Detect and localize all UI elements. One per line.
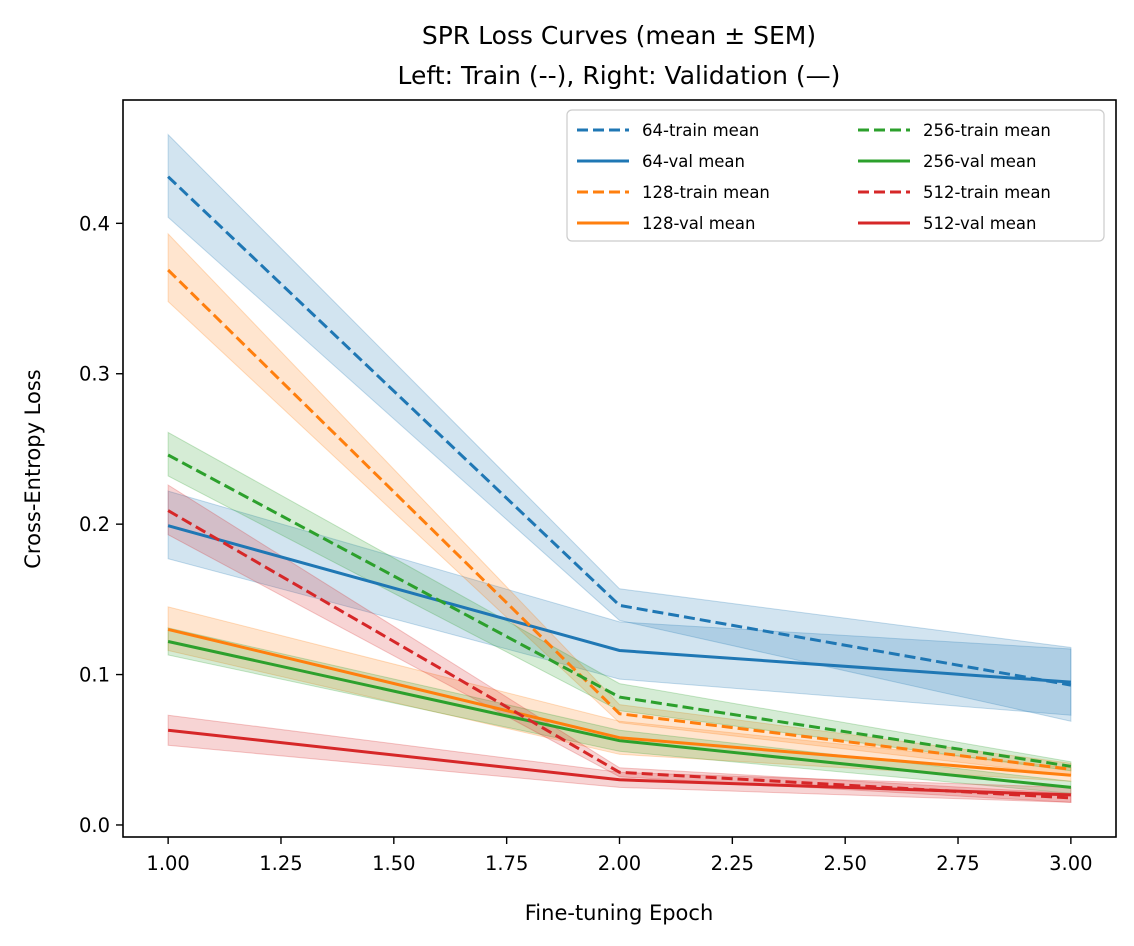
y-axis-label: Cross-Entropy Loss: [21, 369, 45, 568]
128-train-mean-line: [167, 268, 1072, 771]
legend-box: [566, 109, 1105, 242]
x-tick-label: 1.25: [259, 852, 302, 875]
legend-entry: 128-val mean: [642, 214, 756, 233]
x-tick-label: 2.00: [598, 852, 641, 875]
series-lines: [167, 175, 1072, 800]
y-tick-label: 0.0: [79, 814, 110, 837]
512-val-mean-line: [167, 728, 1071, 797]
x-tick-label: 2.50: [823, 852, 866, 875]
chart-subtitle: Left: Train (--), Right: Validation (—): [398, 61, 841, 90]
x-axis-label: Fine-tuning Epoch: [525, 901, 714, 925]
x-tick-label: 1.00: [146, 852, 189, 875]
legend-entry: 512-train mean: [923, 183, 1051, 202]
y-axis-ticks: 0.0 0.1 0.2 0.3 0.4: [79, 212, 123, 837]
64-train-mean-line: [167, 175, 1072, 687]
legend-entry: 64-train mean: [642, 121, 759, 140]
64-train-mean-sem-band: [167, 133, 1072, 722]
legend-entry: 64-val mean: [642, 152, 745, 171]
y-tick-label: 0.2: [79, 513, 110, 536]
128-val-mean-sem-band: [167, 606, 1072, 782]
256-train-mean-sem-band: [167, 431, 1072, 772]
y-tick-label: 0.3: [79, 363, 110, 386]
x-axis-ticks: 1.00 1.25 1.50 1.75 2.00 2.25 2.50 2.75 3.00: [146, 837, 1093, 875]
512-train-mean-sem-band: [167, 484, 1072, 803]
64-val-mean-line: [167, 524, 1072, 684]
128-val-mean-line: [167, 627, 1072, 777]
legend: 64-train mean 64-val mean 128-train mean 12…: [566, 109, 1105, 242]
256-train-mean-line: [167, 453, 1072, 768]
legend-entry: 256-train mean: [923, 121, 1051, 140]
chart-title: SPR Loss Curves (mean ± SEM): [422, 21, 816, 50]
x-tick-label: 2.75: [936, 852, 979, 875]
256-val-mean-line: [167, 640, 1072, 789]
x-tick-label: 2.25: [711, 852, 754, 875]
legend-entry: 256-val mean: [923, 152, 1037, 171]
64-val-mean-sem-band: [167, 490, 1072, 716]
x-tick-label: 3.00: [1049, 852, 1092, 875]
x-tick-label: 1.50: [372, 852, 415, 875]
y-tick-label: 0.4: [79, 212, 110, 235]
x-tick-label: 1.75: [485, 852, 528, 875]
legend-entry: 512-val mean: [923, 214, 1037, 233]
y-tick-label: 0.1: [79, 664, 110, 687]
legend-entry: 128-train mean: [642, 183, 770, 202]
